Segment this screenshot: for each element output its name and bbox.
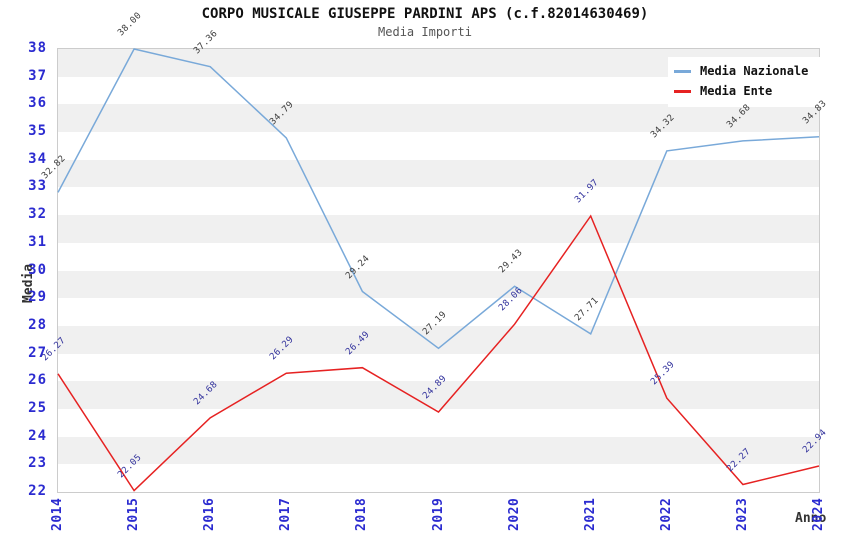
x-tick-label: 2020 xyxy=(506,497,522,531)
legend: Media Nazionale Media Ente xyxy=(668,57,838,107)
media-ente-line xyxy=(57,214,820,492)
x-tick-label: 2017 xyxy=(278,497,294,531)
chart-subtitle: Media Importi xyxy=(378,25,472,39)
y-tick-label: 35 xyxy=(28,123,47,140)
x-tick-label: 2015 xyxy=(126,497,142,531)
x-tick-label: 2023 xyxy=(734,497,750,531)
y-tick-label: 38 xyxy=(28,40,47,56)
y-tick-label: 32 xyxy=(28,206,47,223)
x-tick-label: 2022 xyxy=(658,497,674,531)
y-tick-label: 28 xyxy=(28,316,47,333)
legend-item: Media Nazionale xyxy=(674,61,832,81)
y-tick-label: 37 xyxy=(28,67,47,84)
legend-item: Media Ente xyxy=(674,81,832,101)
y-tick-label: 25 xyxy=(28,399,47,416)
x-tick-label: 2018 xyxy=(354,497,370,531)
legend-line-swatch xyxy=(674,69,691,73)
y-tick-label: 23 xyxy=(28,455,47,472)
legend-label: Media Ente xyxy=(700,84,773,98)
y-tick-label: 30 xyxy=(28,261,47,278)
y-tick-label: 34 xyxy=(28,150,47,167)
y-tick-label: 33 xyxy=(28,178,47,195)
y-tick-label: 31 xyxy=(28,233,47,250)
x-tick-label: 2016 xyxy=(202,497,218,531)
x-tick-label: 2024 xyxy=(811,497,826,531)
series-lines xyxy=(57,48,820,492)
legend-label: Media Nazionale xyxy=(700,64,809,78)
x-tick-label: 2014 xyxy=(50,497,65,531)
plot-area xyxy=(57,48,820,493)
y-tick-label: 24 xyxy=(28,427,47,444)
x-axis-label: Anno xyxy=(795,511,827,526)
y-tick-label: 22 xyxy=(28,483,47,499)
x-tick-label: 2021 xyxy=(582,497,598,531)
y-tick-label: 26 xyxy=(28,372,47,389)
y-tick-label: 36 xyxy=(28,95,47,112)
media-nazionale-line xyxy=(57,48,820,350)
x-tick-label: 2019 xyxy=(430,497,446,531)
y-tick-label: 27 xyxy=(28,344,47,361)
y-tick-label: 29 xyxy=(28,289,47,306)
legend-line-swatch xyxy=(674,89,691,93)
chart-title: CORPO MUSICALE GIUSEPPE PARDINI APS (c.f… xyxy=(201,6,649,22)
